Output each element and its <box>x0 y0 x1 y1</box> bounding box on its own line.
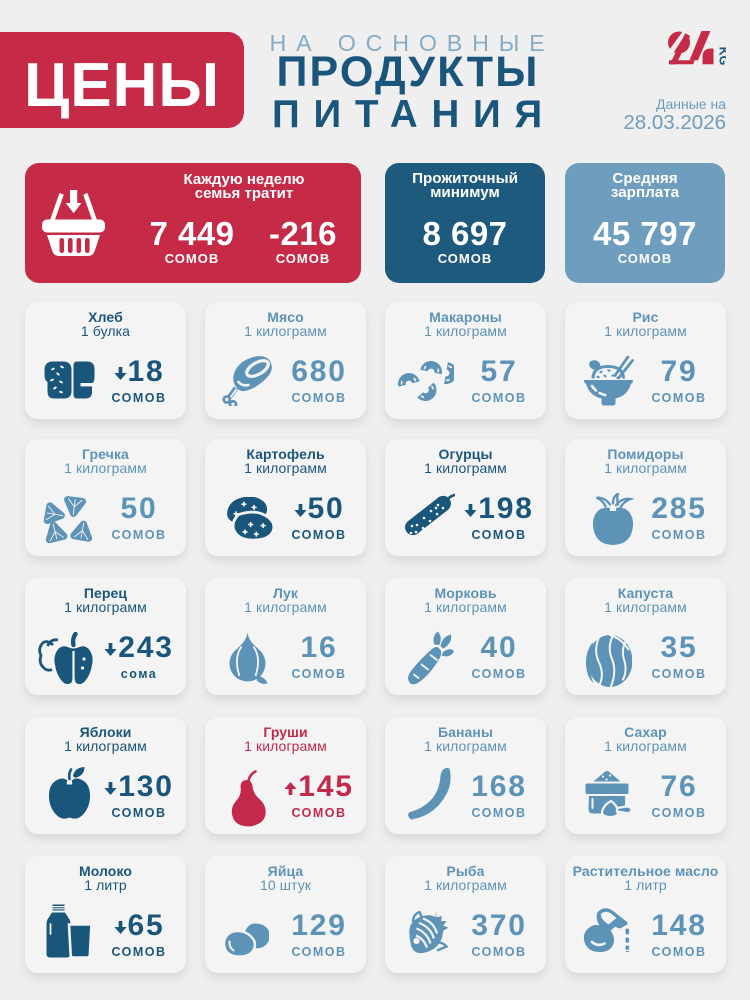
svg-text:KG: KG <box>717 47 727 65</box>
